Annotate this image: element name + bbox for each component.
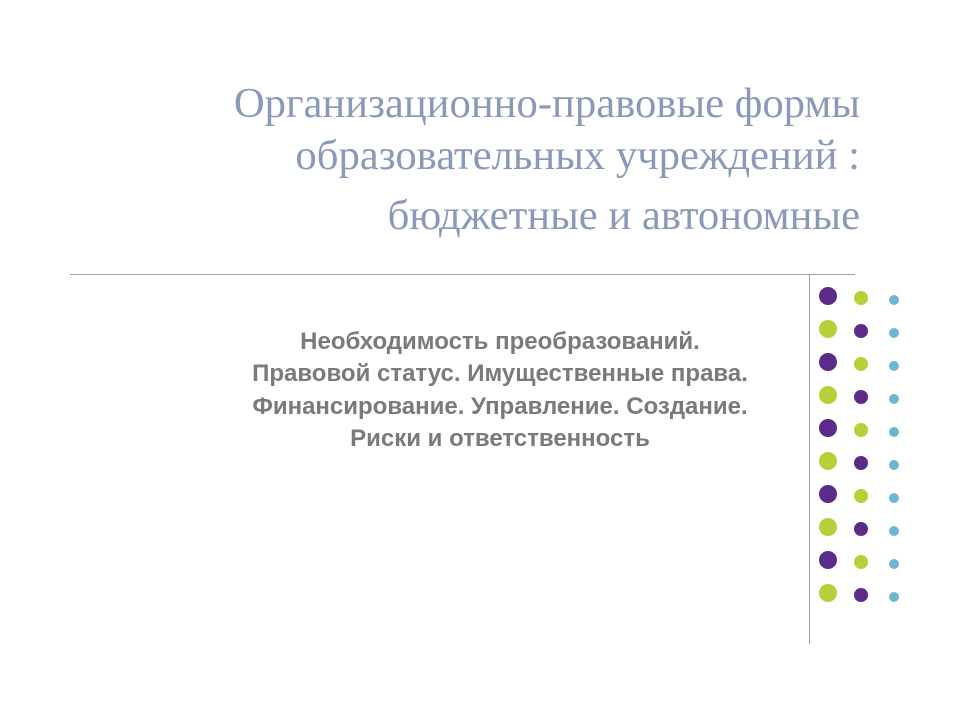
decoration-dot (819, 386, 837, 404)
horizontal-rule (70, 274, 855, 275)
decoration-dot (889, 592, 899, 602)
decoration-dot (889, 394, 899, 404)
decoration-dot (889, 460, 899, 470)
decoration-dot (889, 493, 899, 503)
decoration-dot (889, 361, 899, 371)
decoration-dot (819, 518, 837, 536)
subtitle-line-2: Правовой статус. Имущественные права. (200, 358, 800, 390)
decoration-dot (854, 390, 868, 404)
decoration-dot (819, 287, 837, 305)
decoration-dot (854, 522, 868, 536)
decoration-dot (819, 584, 837, 602)
slide: Организационно-правовые формы образовате… (0, 0, 960, 720)
title-block: Организационно-правовые формы образовате… (100, 78, 860, 242)
decoration-dot (819, 419, 837, 437)
title-line-3: бюджетные и автономные (100, 190, 860, 242)
decoration-dot (854, 555, 868, 569)
decoration-dot (819, 551, 837, 569)
decoration-dot (854, 489, 868, 503)
subtitle-line-3: Финансирование. Управление. Создание. (200, 391, 800, 423)
subtitle-line-1: Необходимость преобразований. (200, 326, 800, 358)
decoration-dot (819, 485, 837, 503)
decoration-dot (889, 427, 899, 437)
decoration-dot (854, 291, 868, 305)
decoration-dot (854, 324, 868, 338)
decoration-dot (854, 456, 868, 470)
decoration-dot (854, 423, 868, 437)
subtitle-block: Необходимость преобразований. Правовой с… (200, 326, 800, 456)
decoration-dot (854, 588, 868, 602)
decoration-dot (889, 328, 899, 338)
decoration-dot (819, 320, 837, 338)
decoration-dot (889, 526, 899, 536)
decoration-dot (819, 452, 837, 470)
title-line-1: Организационно-правовые формы (100, 78, 860, 130)
title-line-2: образовательных учреждений : (100, 130, 860, 182)
decoration-dot (854, 357, 868, 371)
decoration-dot (889, 559, 899, 569)
decoration-dot (889, 295, 899, 305)
vertical-divider (809, 274, 810, 644)
subtitle-line-4: Риски и ответственность (200, 423, 800, 455)
decoration-dot (819, 353, 837, 371)
